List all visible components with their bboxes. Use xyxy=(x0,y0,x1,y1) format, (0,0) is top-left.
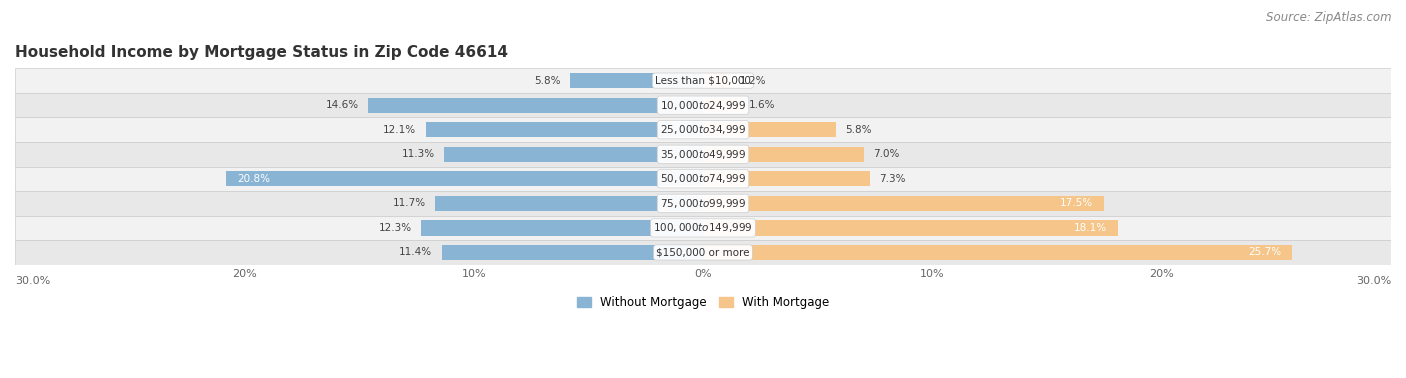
Text: 1.6%: 1.6% xyxy=(749,100,775,110)
Bar xyxy=(15,191,1391,215)
Text: $10,000 to $24,999: $10,000 to $24,999 xyxy=(659,99,747,112)
Text: 18.1%: 18.1% xyxy=(1074,223,1107,233)
Legend: Without Mortgage, With Mortgage: Without Mortgage, With Mortgage xyxy=(572,291,834,314)
Bar xyxy=(703,196,1104,211)
Text: 5.8%: 5.8% xyxy=(845,125,872,135)
Bar xyxy=(15,167,1391,191)
Bar xyxy=(703,98,740,113)
Bar xyxy=(15,215,1391,240)
Bar xyxy=(15,93,1391,118)
Bar xyxy=(703,220,1118,235)
Text: $25,000 to $34,999: $25,000 to $34,999 xyxy=(659,123,747,136)
Bar xyxy=(226,171,703,186)
Bar xyxy=(703,171,870,186)
Text: Household Income by Mortgage Status in Zip Code 46614: Household Income by Mortgage Status in Z… xyxy=(15,45,508,60)
Text: 20.8%: 20.8% xyxy=(238,174,270,184)
Text: 5.8%: 5.8% xyxy=(534,76,561,86)
Text: 7.0%: 7.0% xyxy=(873,149,898,159)
Bar xyxy=(15,240,1391,265)
Bar xyxy=(703,245,1292,260)
Bar xyxy=(368,98,703,113)
Bar xyxy=(703,73,731,88)
Bar xyxy=(444,147,703,162)
Text: 1.2%: 1.2% xyxy=(740,76,766,86)
Text: Source: ZipAtlas.com: Source: ZipAtlas.com xyxy=(1267,11,1392,24)
Text: 11.7%: 11.7% xyxy=(392,198,426,208)
Bar xyxy=(15,118,1391,142)
Bar xyxy=(569,73,703,88)
Text: 12.3%: 12.3% xyxy=(378,223,412,233)
Text: 17.5%: 17.5% xyxy=(1060,198,1092,208)
Text: Less than $10,000: Less than $10,000 xyxy=(655,76,751,86)
Text: 30.0%: 30.0% xyxy=(1355,276,1391,286)
Text: $35,000 to $49,999: $35,000 to $49,999 xyxy=(659,148,747,161)
Bar xyxy=(703,122,837,137)
Bar xyxy=(426,122,703,137)
Text: $150,000 or more: $150,000 or more xyxy=(657,248,749,257)
Bar xyxy=(703,147,863,162)
Bar xyxy=(420,220,703,235)
Bar xyxy=(15,68,1391,93)
Text: 30.0%: 30.0% xyxy=(15,276,51,286)
Bar xyxy=(434,196,703,211)
Text: $100,000 to $149,999: $100,000 to $149,999 xyxy=(654,222,752,234)
Text: $50,000 to $74,999: $50,000 to $74,999 xyxy=(659,172,747,185)
Bar xyxy=(15,142,1391,167)
Text: 25.7%: 25.7% xyxy=(1247,248,1281,257)
Text: 7.3%: 7.3% xyxy=(880,174,905,184)
Text: $75,000 to $99,999: $75,000 to $99,999 xyxy=(659,197,747,210)
Text: 11.3%: 11.3% xyxy=(402,149,434,159)
Bar xyxy=(441,245,703,260)
Text: 12.1%: 12.1% xyxy=(384,125,416,135)
Text: 14.6%: 14.6% xyxy=(326,100,359,110)
Text: 11.4%: 11.4% xyxy=(399,248,433,257)
